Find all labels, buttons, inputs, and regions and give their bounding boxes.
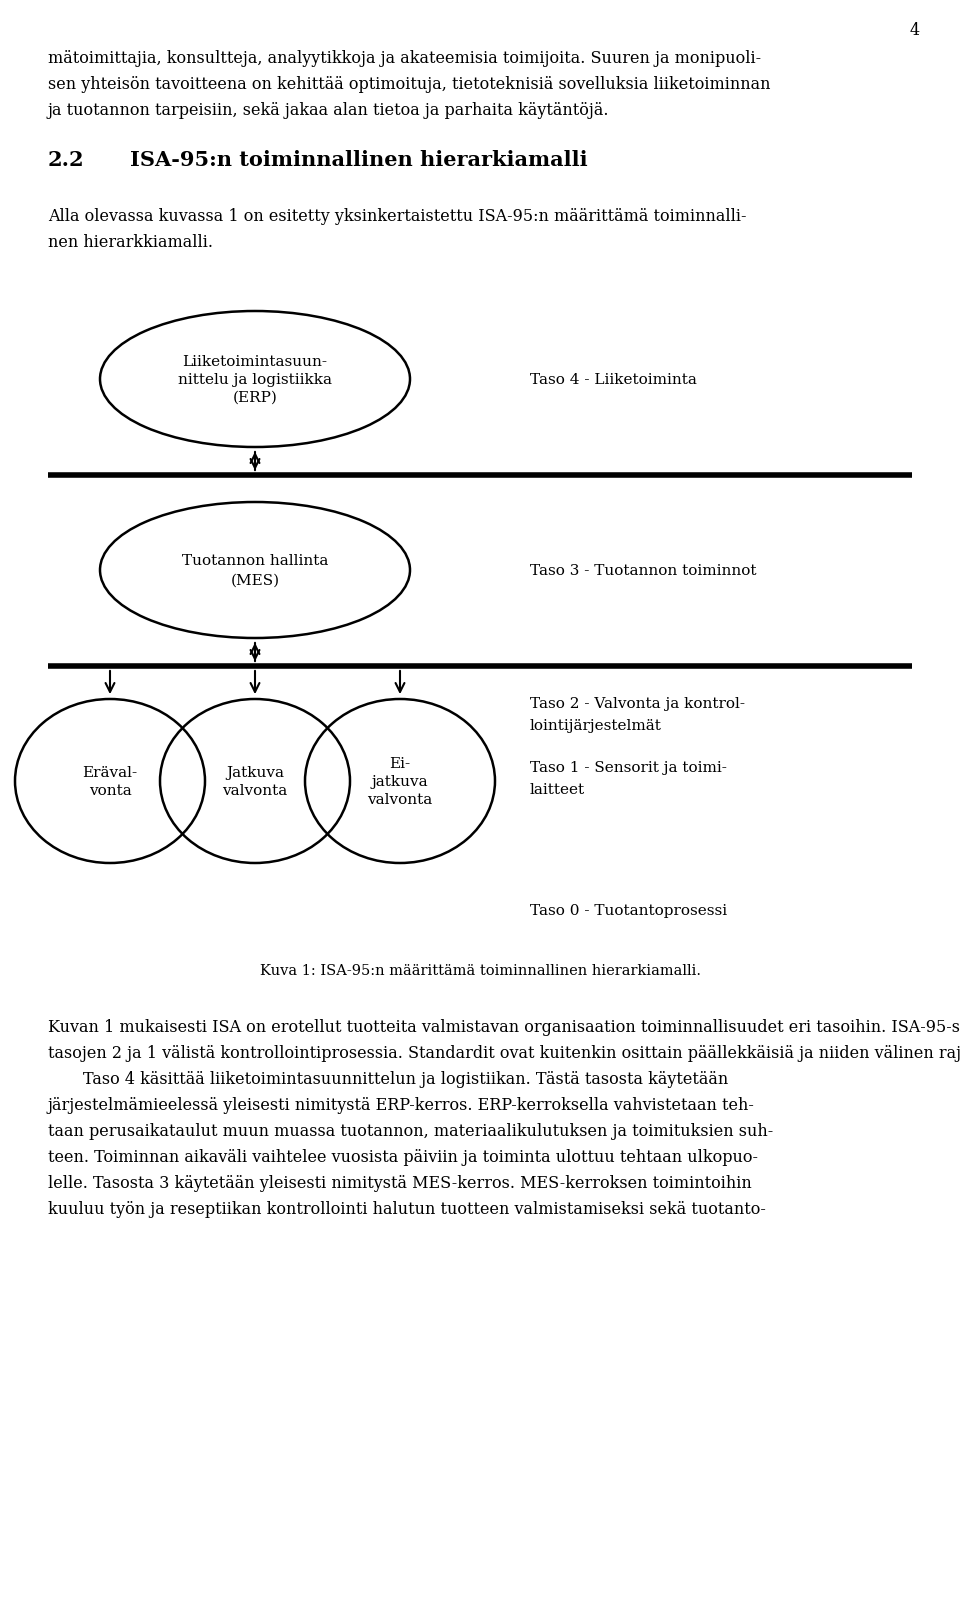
- Text: laitteet: laitteet: [530, 783, 586, 796]
- Text: Kuva 1: ISA-95:n määrittämä toiminnallinen hierarkiamalli.: Kuva 1: ISA-95:n määrittämä toiminnallin…: [259, 963, 701, 977]
- Text: nittelu ja logistiikka: nittelu ja logistiikka: [178, 372, 332, 387]
- Text: (ERP): (ERP): [232, 390, 277, 404]
- Text: järjestelmämieelessä yleisesti nimitystä ERP-kerros. ERP-kerroksella vahvistetaa: järjestelmämieelessä yleisesti nimitystä…: [48, 1096, 755, 1114]
- Text: taan perusaikataulut muun muassa tuotannon, materiaalikulutuksen ja toimituksien: taan perusaikataulut muun muassa tuotann…: [48, 1122, 773, 1140]
- Text: Taso 1 - Sensorit ja toimi-: Taso 1 - Sensorit ja toimi-: [530, 761, 727, 775]
- Text: (MES): (MES): [230, 573, 279, 587]
- Text: 4: 4: [910, 22, 920, 39]
- Text: Alla olevassa kuvassa 1 on esitetty yksinkertaistettu ISA-95:n määrittämä toimin: Alla olevassa kuvassa 1 on esitetty yksi…: [48, 209, 747, 225]
- Text: Eräval-: Eräval-: [83, 766, 137, 780]
- Text: Taso 2 - Valvonta ja kontrol-: Taso 2 - Valvonta ja kontrol-: [530, 697, 745, 711]
- Text: Tuotannon hallinta: Tuotannon hallinta: [181, 554, 328, 568]
- Text: jatkuva: jatkuva: [372, 775, 428, 788]
- Text: ja tuotannon tarpeisiin, sekä jakaa alan tietoa ja parhaita käytäntöjä.: ja tuotannon tarpeisiin, sekä jakaa alan…: [48, 103, 610, 119]
- Text: vonta: vonta: [88, 783, 132, 798]
- Text: valvonta: valvonta: [223, 783, 288, 798]
- Text: Jatkuva: Jatkuva: [226, 766, 284, 780]
- Text: Taso 3 - Tuotannon toiminnot: Taso 3 - Tuotannon toiminnot: [530, 563, 756, 578]
- Text: lelle. Tasosta 3 käytetään yleisesti nimitystä MES-kerros. MES-kerroksen toimint: lelle. Tasosta 3 käytetään yleisesti nim…: [48, 1175, 752, 1191]
- Text: Liiketoimintasuun-: Liiketoimintasuun-: [182, 355, 327, 369]
- Text: Kuvan 1 mukaisesti ISA on erotellut tuotteita valmistavan organisaation toiminna: Kuvan 1 mukaisesti ISA on erotellut tuot…: [48, 1018, 960, 1035]
- Text: valvonta: valvonta: [368, 793, 433, 806]
- Text: kuuluu työn ja reseptiikan kontrollointi halutun tuotteen valmistamiseksi sekä t: kuuluu työn ja reseptiikan kontrollointi…: [48, 1201, 766, 1217]
- Text: sen yhteisön tavoitteena on kehittää optimoituja, tietoteknisiä sovelluksia liik: sen yhteisön tavoitteena on kehittää opt…: [48, 75, 771, 93]
- Text: Taso 4 käsittää liiketoimintasuunnittelun ja logistiikan. Tästä tasosta käytetää: Taso 4 käsittää liiketoimintasuunnittelu…: [83, 1071, 729, 1087]
- Text: ISA-95:n toiminnallinen hierarkiamalli: ISA-95:n toiminnallinen hierarkiamalli: [130, 149, 588, 170]
- Text: Taso 4 - Liiketoiminta: Taso 4 - Liiketoiminta: [530, 372, 697, 387]
- Text: lointijärjestelmät: lointijärjestelmät: [530, 719, 661, 732]
- Text: nen hierarkkiamalli.: nen hierarkkiamalli.: [48, 234, 213, 250]
- Text: mätoimittajia, konsultteja, analyytikkoja ja akateemisia toimijoita. Suuren ja m: mätoimittajia, konsultteja, analyytikkoj…: [48, 50, 761, 67]
- Text: tasojen 2 ja 1 välistä kontrollointiprosessia. Standardit ovat kuitenkin osittai: tasojen 2 ja 1 välistä kontrollointipros…: [48, 1045, 960, 1061]
- Text: teen. Toiminnan aikaväli vaihtelee vuosista päiviin ja toiminta ulottuu tehtaan : teen. Toiminnan aikaväli vaihtelee vuosi…: [48, 1148, 758, 1165]
- Text: Ei-: Ei-: [390, 756, 411, 770]
- Text: Taso 0 - Tuotantoprosessi: Taso 0 - Tuotantoprosessi: [530, 904, 727, 918]
- Text: 2.2: 2.2: [48, 149, 84, 170]
